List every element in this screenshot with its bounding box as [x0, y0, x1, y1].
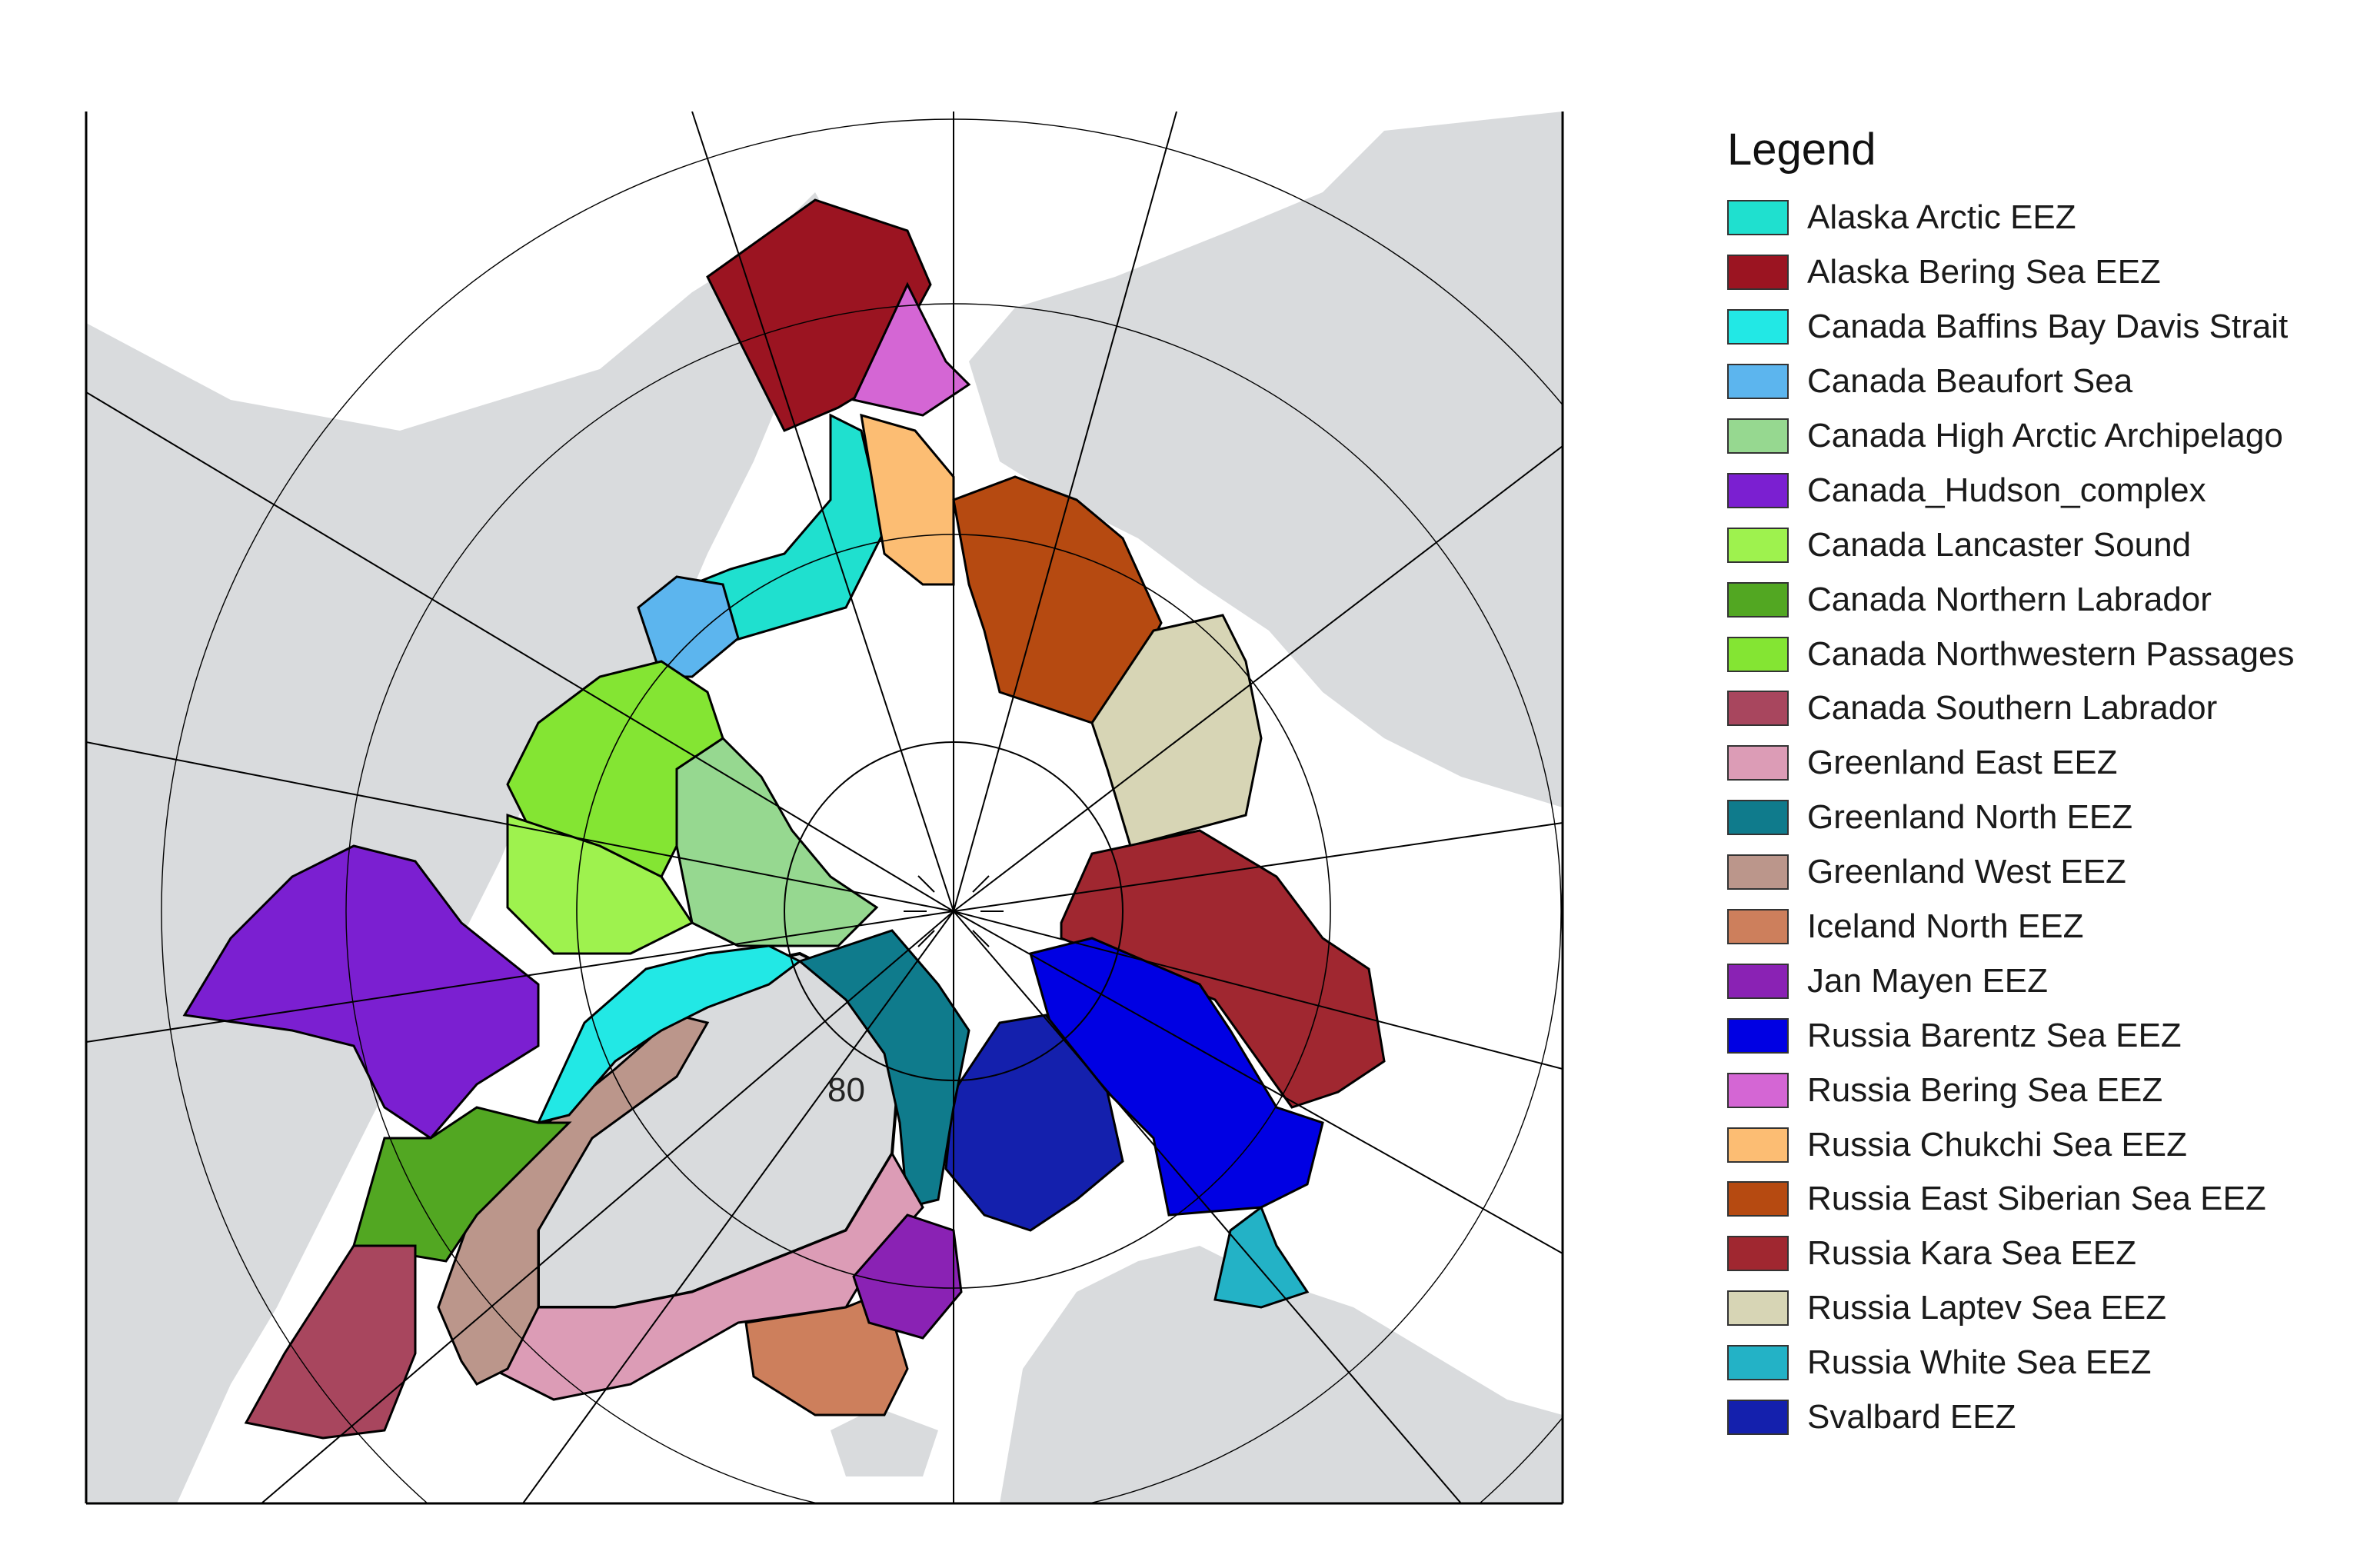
legend-item: Canada Beaufort Sea: [1727, 355, 2358, 409]
legend-label: Canada Lancaster Sound: [1807, 525, 2192, 564]
legend-items: Alaska Arctic EEZ Alaska Bering Sea EEZ Ca…: [1727, 191, 2358, 1444]
legend-label: Greenland North EEZ: [1807, 798, 2133, 837]
legend: Legend Alaska Arctic EEZ Alaska Bering Se…: [1727, 123, 2358, 1444]
legend-swatch: [1727, 418, 1789, 454]
region-canada-lancaster-sound: [506, 813, 694, 955]
legend-swatch: [1727, 581, 1789, 618]
legend-item: Canada Southern Labrador: [1727, 681, 2358, 736]
legend-swatch: [1727, 1127, 1789, 1163]
legend-item: Greenland North EEZ: [1727, 791, 2358, 845]
legend-item: Canada Baffins Bay Davis Strait: [1727, 300, 2358, 355]
legend-item: Iceland North EEZ: [1727, 900, 2358, 954]
map-panel: 80: [85, 112, 1564, 1505]
legend-item: Canada Lancaster Sound: [1727, 518, 2358, 572]
legend-item: Jan Mayen EEZ: [1727, 954, 2358, 1008]
legend-item: Canada Northwestern Passages: [1727, 627, 2358, 681]
legend-item: Canada High Arctic Archipelago: [1727, 409, 2358, 464]
legend-swatch: [1727, 1072, 1789, 1108]
legend-label: Canada High Arctic Archipelago: [1807, 417, 2283, 454]
region-greenland-east-eez: [491, 1151, 924, 1401]
legend-label: Canada Northern Labrador: [1807, 580, 2212, 618]
legend-label: Greenland East EEZ: [1807, 744, 2118, 782]
north-pole-marker: [904, 861, 1004, 961]
legend-label: Canada Baffins Bay Davis Strait: [1807, 308, 2289, 346]
legend-label: Canada_Hudson_complex: [1807, 471, 2206, 509]
legend-item: Greenland West EEZ: [1727, 845, 2358, 900]
legend-swatch: [1727, 472, 1789, 508]
land-asia-top: [969, 112, 1563, 807]
legend-label: Canada Beaufort Sea: [1807, 362, 2133, 401]
region-canada-southern-labrador: [244, 1244, 417, 1440]
region-iceland-north-eez: [744, 1290, 909, 1417]
legend-swatch: [1727, 636, 1789, 672]
legend-label: Russia Chukchi Sea EEZ: [1807, 1125, 2187, 1164]
legend-swatch: [1727, 364, 1789, 400]
legend-swatch: [1727, 255, 1789, 291]
land-north-america: [86, 192, 854, 1503]
legend-swatch: [1727, 309, 1789, 345]
legend-item: Canada_Hudson_complex: [1727, 463, 2358, 518]
legend-label: Russia Barentz Sea EEZ: [1807, 1016, 2182, 1054]
legend-swatch: [1727, 1181, 1789, 1217]
legend-swatch: [1727, 745, 1789, 781]
legend-item: Russia Bering Sea EEZ: [1727, 1063, 2358, 1117]
land-iceland: [831, 1407, 938, 1476]
legend-item: Russia Chukchi Sea EEZ: [1727, 1117, 2358, 1172]
region-jan-mayen-eez: [852, 1213, 963, 1340]
legend-swatch: [1727, 691, 1789, 727]
region-russia-white-sea-eez: [1213, 1205, 1310, 1309]
legend-label: Russia White Sea EEZ: [1807, 1343, 2152, 1382]
land-scandinavia: [1000, 1246, 1563, 1503]
legend-item: Russia Kara Sea EEZ: [1727, 1227, 2358, 1281]
graticule: [86, 112, 1563, 1503]
legend-swatch: [1727, 909, 1789, 945]
legend-label: Alaska Bering Sea EEZ: [1807, 253, 2161, 291]
legend-swatch: [1727, 1017, 1789, 1054]
legend-item: Alaska Arctic EEZ: [1727, 191, 2358, 245]
legend-swatch: [1727, 1345, 1789, 1381]
region-canada-high-arctic-archipelago: [675, 737, 879, 947]
legend-swatch: [1727, 1400, 1789, 1436]
region-russia-bering-sea-eez: [851, 281, 971, 417]
legend-item: Greenland East EEZ: [1727, 736, 2358, 791]
legend-swatch: [1727, 1236, 1789, 1272]
legend-label: Russia East Siberian Sea EEZ: [1807, 1180, 2266, 1218]
legend-label: Russia Laptev Sea EEZ: [1807, 1289, 2167, 1327]
legend-swatch: [1727, 854, 1789, 891]
legend-label: Iceland North EEZ: [1807, 907, 2084, 946]
legend-item: Russia Laptev Sea EEZ: [1727, 1281, 2358, 1336]
legend-title: Legend: [1727, 125, 1876, 175]
legend-item: Russia White Sea EEZ: [1727, 1336, 2358, 1390]
legend-swatch: [1727, 200, 1789, 236]
region-canada-baffins-bay-davis-strait: [536, 944, 802, 1125]
legend-item: Alaska Bering Sea EEZ: [1727, 245, 2358, 300]
legend-item: Canada Northern Labrador: [1727, 572, 2358, 627]
region-svalbard-eez: [944, 1014, 1124, 1232]
legend-label: Canada Northwestern Passages: [1807, 634, 2295, 673]
legend-label: Canada Southern Labrador: [1807, 689, 2218, 727]
region-canada-hudson-complex: [182, 844, 540, 1140]
legend-swatch: [1727, 800, 1789, 836]
legend-label: Jan Mayen EEZ: [1807, 961, 2049, 1000]
legend-label: Greenland West EEZ: [1807, 853, 2126, 891]
legend-swatch: [1727, 963, 1789, 999]
legend-label: Russia Kara Sea EEZ: [1807, 1234, 2136, 1273]
legend-item: Russia East Siberian Sea EEZ: [1727, 1172, 2358, 1227]
legend-label: Svalbard EEZ: [1807, 1398, 2016, 1437]
legend-item: Svalbard EEZ: [1727, 1390, 2358, 1445]
legend-swatch: [1727, 1290, 1789, 1327]
region-greenland-north-eez: [797, 929, 970, 1209]
region-russia-laptev-sea-eez: [1090, 614, 1263, 847]
legend-label: Russia Bering Sea EEZ: [1807, 1070, 2163, 1109]
arctic-eez-map: 80: [85, 112, 1564, 1505]
latitude-label: 80: [827, 1071, 865, 1109]
legend-label: Alaska Arctic EEZ: [1807, 198, 2076, 237]
legend-item: Russia Barentz Sea EEZ: [1727, 1008, 2358, 1063]
legend-swatch: [1727, 527, 1789, 563]
